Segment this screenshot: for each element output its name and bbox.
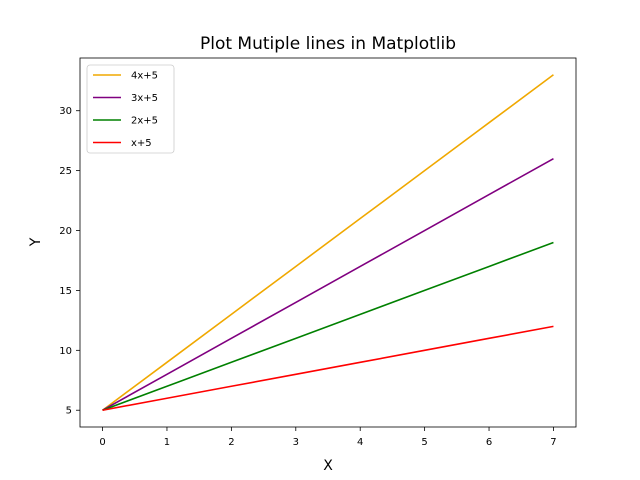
x-tick-label: 0 <box>99 437 105 448</box>
x-tick-label: 6 <box>486 437 492 448</box>
series-line-0 <box>102 74 554 411</box>
x-tick-label: 2 <box>228 437 234 448</box>
chart-title: Plot Mutiple lines in Matplotlib <box>200 34 456 54</box>
y-axis-label: Y <box>28 237 44 247</box>
x-tick-label: 7 <box>550 437 556 448</box>
y-tick-label: 30 <box>59 106 72 117</box>
series-line-2 <box>102 241 554 411</box>
series-line-1 <box>102 157 554 411</box>
legend: 4x+5 3x+5 2x+5 x+5 <box>86 64 175 154</box>
y-tick-label: 15 <box>59 286 72 297</box>
x-tick-label: 4 <box>357 437 363 448</box>
x-axis-ticks: 0 1 2 3 4 5 6 7 <box>99 427 557 448</box>
legend-label-0: 4x+5 <box>131 71 158 82</box>
plot-area <box>102 74 554 412</box>
y-tick-label: 5 <box>66 406 72 417</box>
x-tick-label: 5 <box>421 437 427 448</box>
y-tick-label: 10 <box>59 346 72 357</box>
x-tick-label: 1 <box>164 437 170 448</box>
x-axis-label: X <box>323 458 333 474</box>
y-tick-label: 25 <box>59 166 72 177</box>
legend-label-2: 2x+5 <box>131 116 158 127</box>
series-line-3 <box>102 325 554 412</box>
y-tick-label: 20 <box>59 226 72 237</box>
legend-box <box>86 64 175 154</box>
axes-frame <box>79 57 577 428</box>
x-tick-label: 3 <box>293 437 299 448</box>
y-axis-ticks: 5 10 15 20 25 30 <box>59 106 80 417</box>
legend-label-1: 3x+5 <box>131 93 158 104</box>
legend-label-3: x+5 <box>131 138 152 149</box>
